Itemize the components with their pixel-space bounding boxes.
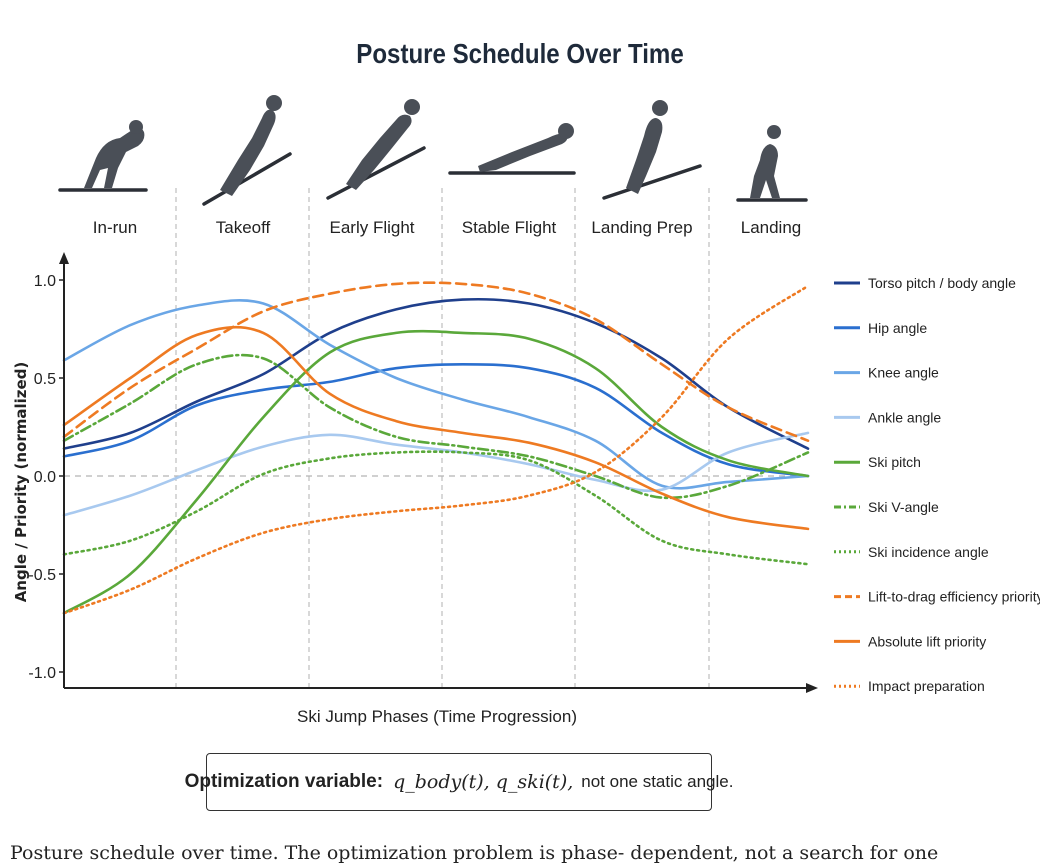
series-line xyxy=(62,325,810,531)
series-line xyxy=(62,297,810,450)
x-axis-label: Ski Jump Phases (Time Progression) xyxy=(297,707,577,726)
landing-prep-skier-icon xyxy=(602,100,702,200)
legend-label: Hip angle xyxy=(868,320,927,336)
legend-label: Ski pitch xyxy=(868,454,921,470)
axes xyxy=(59,252,818,693)
y-tick-label: 1.0 xyxy=(34,273,56,290)
optimization-tail: not one static angle. xyxy=(581,772,734,791)
series-lines xyxy=(62,281,810,615)
phase-dividers xyxy=(175,188,710,688)
series-line xyxy=(62,450,810,566)
series-line xyxy=(62,281,810,442)
phase-label: Landing xyxy=(741,218,802,237)
takeoff-skier-icon xyxy=(202,95,292,206)
stable-flight-skier-icon xyxy=(448,123,576,175)
phase-label: Takeoff xyxy=(216,218,271,237)
optimization-math: q_body(t), q_ski(t), xyxy=(393,771,574,793)
phase-label: Early Flight xyxy=(329,218,414,237)
optimization-lead: Optimization variable: xyxy=(184,771,384,792)
legend: Torso pitch / body angle Hip angle Knee an… xyxy=(834,275,1040,694)
early-flight-skier-icon xyxy=(326,99,426,200)
legend-label: Absolute lift priority xyxy=(868,633,986,649)
skier-icons xyxy=(58,95,808,206)
landing-skier-icon xyxy=(736,125,808,202)
optimization-variable-box: Optimization variable: q_body(t), q_ski(… xyxy=(185,753,733,811)
y-tick-label: 0.0 xyxy=(34,469,56,486)
legend-label: Lift-to-drag efficiency priority xyxy=(868,589,1040,605)
phase-label: Stable Flight xyxy=(462,218,557,237)
y-tick-label: 0.5 xyxy=(34,371,56,388)
y-axis-arrow xyxy=(59,252,69,264)
series-line xyxy=(62,431,810,517)
legend-label: Ski V-angle xyxy=(868,499,939,515)
phase-label: Landing Prep xyxy=(591,218,692,237)
legend-label: Torso pitch / body angle xyxy=(868,275,1016,291)
y-tick-label: -0.5 xyxy=(28,567,56,584)
legend-label: Impact preparation xyxy=(868,678,985,694)
figure-caption: Posture schedule over time. The optimiza… xyxy=(10,842,939,864)
y-tick-labels: 1.0 0.5 0.0 -0.5 -1.0 xyxy=(28,273,64,682)
in-run-skier-icon xyxy=(58,120,148,192)
phase-label: In-run xyxy=(93,218,137,237)
series-line xyxy=(62,362,810,478)
legend-label: Ski incidence angle xyxy=(868,544,989,560)
series-line xyxy=(62,284,810,615)
legend-label: Ankle angle xyxy=(868,409,941,425)
y-tick-label: -1.0 xyxy=(28,665,56,682)
chart-title: Posture Schedule Over Time xyxy=(356,38,684,69)
y-axis-label: Angle / Priority (normalized) xyxy=(12,362,30,603)
x-axis-arrow xyxy=(806,683,818,693)
series-line xyxy=(62,299,810,490)
series-line xyxy=(62,329,810,615)
legend-label: Knee angle xyxy=(868,365,939,381)
phase-labels: In-run Takeoff Early Flight Stable Flight La… xyxy=(93,218,801,237)
